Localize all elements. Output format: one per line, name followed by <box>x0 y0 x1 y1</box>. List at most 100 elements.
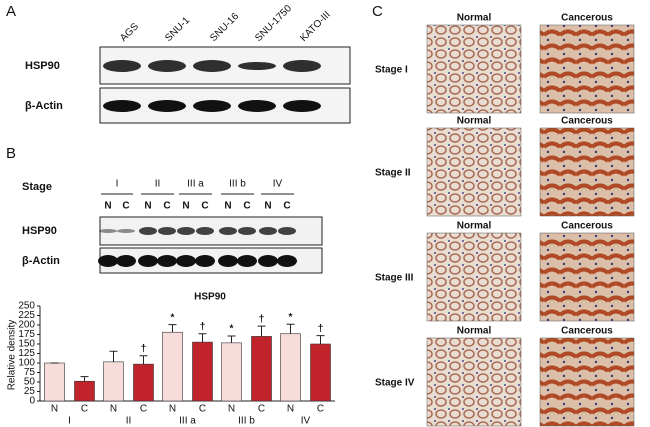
panel-label: C <box>372 3 383 20</box>
blot-row-label: HSP90 <box>25 60 60 72</box>
blot-band <box>193 60 231 72</box>
lane-label: C <box>201 201 208 212</box>
lane-label: N <box>104 201 111 212</box>
blot-band <box>219 227 237 235</box>
bar-group-label: N <box>51 404 58 415</box>
column-label: Normal <box>457 116 492 127</box>
error-bar <box>257 325 266 337</box>
blot-band <box>176 255 196 267</box>
blot-band <box>139 227 157 235</box>
column-label: Cancerous <box>561 13 613 24</box>
blot-band <box>148 100 186 112</box>
histology-image <box>539 232 635 322</box>
lane-label: N <box>144 201 151 212</box>
blot-band <box>117 229 135 233</box>
y-tick-label: 175 <box>18 329 35 340</box>
column-label: Cancerous <box>561 221 613 232</box>
blot-band <box>278 227 296 235</box>
stage-label: III a <box>187 179 204 190</box>
y-tick-label: 250 <box>18 301 35 312</box>
error-bar <box>227 335 236 343</box>
y-tick-label: 225 <box>18 310 35 321</box>
blot-band <box>99 229 117 233</box>
bar-group-label: C <box>258 404 265 415</box>
histology-image <box>539 24 635 114</box>
significance-mark: † <box>318 323 324 334</box>
histology-image <box>426 232 522 322</box>
blot-band <box>218 255 238 267</box>
blot-band <box>277 255 297 267</box>
blot-band <box>237 255 257 267</box>
blot-band <box>195 255 215 267</box>
blot-band <box>103 60 141 72</box>
lane-label: SNU-1 <box>163 15 192 44</box>
lane-label: C <box>243 201 250 212</box>
y-tick-label: 150 <box>18 339 35 350</box>
stage-label: Stage II <box>375 168 411 179</box>
blot-band <box>103 100 141 112</box>
blot-band <box>177 227 195 235</box>
column-label: Cancerous <box>561 116 613 127</box>
lane-label: N <box>182 201 189 212</box>
y-tick-label: 200 <box>18 320 35 331</box>
stage-label: IV <box>273 179 283 190</box>
lane-label: C <box>283 201 290 212</box>
x-category-label: III a <box>179 416 196 427</box>
bar <box>310 343 331 402</box>
bar-group-label: C <box>317 404 324 415</box>
x-category-label: II <box>126 416 132 427</box>
error-bar <box>139 355 148 365</box>
bar <box>280 333 301 402</box>
blot-row-label: HSP90 <box>22 225 57 237</box>
column-label: Normal <box>457 13 492 24</box>
bar-group-label: C <box>199 404 206 415</box>
error-bar <box>168 324 177 333</box>
blot-row-label: β-Actin <box>22 255 60 267</box>
histology-image <box>426 127 522 217</box>
stage-label: III b <box>229 179 246 190</box>
blot-band <box>157 255 177 267</box>
x-category-label: I <box>68 416 71 427</box>
significance-mark: * <box>171 312 175 323</box>
stage-header: Stage <box>22 181 52 193</box>
bar-group-label: C <box>81 404 88 415</box>
bar <box>192 341 213 402</box>
bar <box>221 342 242 402</box>
column-label: Cancerous <box>561 326 613 337</box>
y-tick-label: 0 <box>29 396 35 407</box>
lane-label: N <box>264 201 271 212</box>
blot-band <box>238 62 276 70</box>
stage-label: I <box>116 179 119 190</box>
histology-image <box>539 337 635 427</box>
y-tick-label: 100 <box>18 358 35 369</box>
blot-band <box>238 100 276 112</box>
blot-band <box>258 255 278 267</box>
chart-title: HSP90 <box>194 292 226 303</box>
blot-band <box>138 255 158 267</box>
lane-label: SNU-16 <box>208 11 241 44</box>
lane-label: SNU-1750 <box>253 3 294 44</box>
x-category-label: III b <box>238 416 255 427</box>
bar <box>44 362 65 402</box>
column-label: Normal <box>457 326 492 337</box>
histology-image <box>426 24 522 114</box>
blot-band <box>158 227 176 235</box>
error-bar <box>198 333 207 343</box>
bar-group-label: C <box>140 404 147 415</box>
bar <box>162 331 183 402</box>
blot-band <box>98 255 118 267</box>
bar-group-label: N <box>228 404 235 415</box>
stage-label: Stage IV <box>375 378 415 389</box>
panel-label: B <box>6 145 16 162</box>
blot-band <box>283 100 321 112</box>
bar <box>133 363 154 402</box>
x-category-label: IV <box>301 416 311 427</box>
significance-mark: * <box>230 324 234 335</box>
significance-mark: † <box>259 314 265 325</box>
blot-band <box>148 60 186 72</box>
lane-label: C <box>163 201 170 212</box>
y-tick-label: 50 <box>24 377 36 388</box>
error-bar <box>80 376 89 382</box>
blot-band <box>193 100 231 112</box>
